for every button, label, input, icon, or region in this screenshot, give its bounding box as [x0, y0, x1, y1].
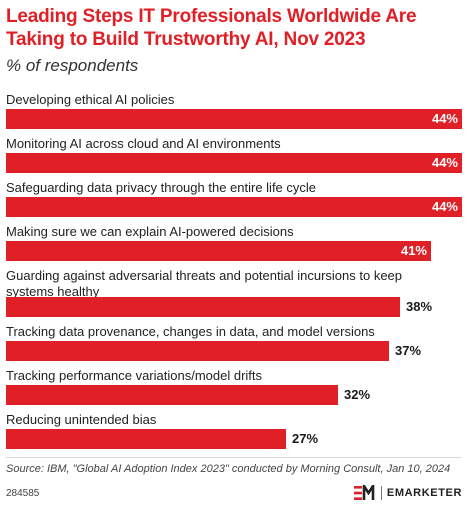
data-label: 32% — [344, 387, 371, 402]
source-note: Source: IBM, "Global AI Adoption Index 2… — [6, 463, 451, 475]
bar — [6, 429, 286, 449]
chart-subtitle: % of respondents — [6, 56, 139, 75]
brand-name: EMARKETER — [386, 487, 462, 499]
logo-divider — [380, 486, 382, 500]
bar — [6, 109, 462, 129]
bar — [6, 241, 431, 261]
data-label: 38% — [406, 299, 433, 314]
data-label: 37% — [395, 343, 422, 358]
chart-id: 284585 — [6, 488, 40, 499]
bar — [6, 341, 389, 361]
category-label: Tracking data provenance, changes in dat… — [6, 324, 375, 339]
category-label: Monitoring AI across cloud and AI enviro… — [6, 136, 281, 151]
footer-divider — [6, 457, 462, 458]
category-label: Making sure we can explain AI-powered de… — [6, 224, 294, 239]
data-label: 41% — [400, 243, 427, 258]
emarketer-logo-icon — [353, 485, 375, 500]
category-label: Developing ethical AI policies — [6, 92, 175, 107]
bar — [6, 197, 462, 217]
bar — [6, 385, 338, 405]
data-label: 27% — [292, 431, 319, 446]
bar — [6, 153, 462, 173]
data-label: 44% — [431, 111, 458, 126]
category-label: Tracking performance variations/model dr… — [6, 368, 263, 383]
data-label: 44% — [431, 155, 458, 170]
bar — [6, 297, 400, 317]
data-label: 44% — [431, 199, 458, 214]
category-label: Safeguarding data privacy through the en… — [6, 180, 317, 195]
chart-title: Leading Steps IT Professionals Worldwide… — [6, 6, 417, 50]
category-label: Guarding against adversarial threats and… — [6, 268, 403, 299]
brand-logo: EMARKETER — [353, 484, 462, 502]
category-label: Reducing unintended bias — [6, 412, 157, 427]
